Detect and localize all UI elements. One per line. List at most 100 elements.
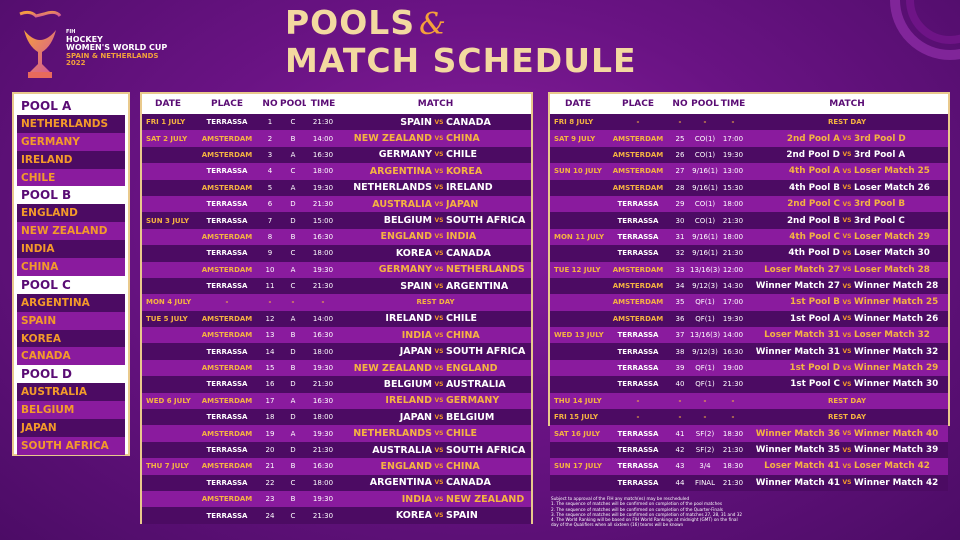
match-date: THU 7 JULY — [146, 462, 189, 471]
match-place: TERRASSA — [617, 364, 659, 373]
home-team: 4th Pool D — [788, 248, 840, 259]
home-team: ENGLAND — [380, 460, 432, 472]
match-time: 19:30 — [312, 364, 334, 373]
match-place: AMSTERDAM — [201, 265, 253, 274]
away-team: Loser Match 29 — [854, 231, 930, 242]
match-place: AMSTERDAM — [612, 282, 664, 291]
home-team: Loser Match 31 — [764, 330, 840, 341]
match-number: 44 — [675, 478, 685, 487]
match-pool: A — [290, 183, 296, 192]
vs-label: VS — [842, 364, 852, 372]
away-team: Winner Match 29 — [854, 363, 939, 374]
match-date: WED 13 JULY — [554, 331, 604, 340]
match-place: AMSTERDAM — [612, 183, 664, 192]
table-row: THU 7 JULY AMSTERDAM 21 B 16:30 ENGLAND VS CHIN… — [142, 458, 531, 475]
table-row: AMSTERDAM 26 CO(1) 19:30 2nd Pool D VS 3rd Poo… — [550, 146, 948, 164]
pool-team: ARGENTINA — [17, 293, 125, 312]
match-pool: 13/16(3) — [690, 331, 720, 340]
match-date: WED 6 JULY — [146, 396, 191, 405]
home-team: BELGIUM — [383, 378, 432, 390]
away-team: CANADA — [446, 116, 491, 128]
rest-day-label: REST DAY — [827, 396, 867, 405]
match-date: SUN 3 JULY — [146, 216, 190, 225]
pool-team: NETHERLANDS — [17, 114, 125, 133]
match-time: 21:30 — [722, 249, 744, 258]
home-team: ARGENTINA — [369, 165, 432, 177]
table-row: WED 13 JULY TERRASSA 37 13/16(3) 14:00 Loser … — [550, 327, 948, 344]
schedule-table-left: DATE PLACE NO POOL TIME MATCH FRI 1 JULY TERRAS… — [140, 92, 533, 524]
table-row: MON 4 JULY - - - - REST DAY — [142, 294, 531, 311]
match-pool: A — [290, 265, 296, 274]
vs-label: VS — [434, 249, 444, 257]
match-place: TERRASSA — [617, 249, 659, 258]
home-team: AUSTRALIA — [372, 198, 432, 210]
home-team: NETHERLANDS — [353, 428, 432, 440]
match-time: 18:00 — [722, 200, 744, 209]
match-place: TERRASSA — [206, 200, 248, 209]
table-header: DATE PLACE NO POOL TIME MATCH — [142, 94, 531, 114]
pool-heading: POOL D — [17, 365, 125, 384]
match-number: 20 — [265, 446, 275, 454]
match-pool: D — [290, 380, 296, 389]
match-date: TUE 12 JULY — [554, 265, 601, 274]
away-team: CHINA — [446, 460, 480, 472]
away-team: CHILE — [446, 149, 478, 161]
table-row: AMSTERDAM 10 A 19:30 GERMANY VS NETHERLANDS — [142, 261, 531, 278]
match-number: - — [678, 413, 682, 422]
match-number: 11 — [265, 282, 275, 291]
match-pool: - — [703, 396, 707, 405]
match-place: - — [225, 298, 229, 307]
pool-team: CHILE — [17, 168, 125, 187]
vs-label: VS — [842, 331, 852, 339]
match-pool: D — [290, 446, 296, 454]
away-team: SPAIN — [446, 510, 478, 522]
table-row: TUE 12 JULY AMSTERDAM 33 13/16(3) 12:00 Loser… — [550, 261, 948, 278]
match-place: AMSTERDAM — [201, 134, 253, 143]
match-place: AMSTERDAM — [612, 314, 664, 323]
table-row: TERRASSA 9 C 18:00 KOREA VS CANADA — [142, 245, 531, 262]
away-team: INDIA — [446, 231, 477, 243]
away-team: CANADA — [446, 247, 491, 259]
match-place: TERRASSA — [617, 331, 659, 340]
match-number: 21 — [265, 462, 275, 471]
vs-label: VS — [842, 249, 852, 257]
vs-label: VS — [842, 266, 852, 274]
match-number: 16 — [265, 380, 275, 389]
header-pool: POOL — [691, 99, 719, 109]
header-date: DATE — [564, 99, 592, 109]
match-time: 19:30 — [312, 429, 334, 438]
footnote-line: day of the Qualifiers when all sixteen (… — [551, 522, 684, 528]
match-number: 5 — [267, 183, 273, 192]
home-team: BELGIUM — [383, 215, 432, 227]
match-time: 18:00 — [722, 232, 744, 241]
match-number: 7 — [267, 216, 273, 225]
match-date: SUN 10 JULY — [554, 167, 602, 176]
footnote-line: 2. The sequence of matches will be confi… — [551, 506, 723, 512]
home-team: ARGENTINA — [369, 477, 432, 489]
vs-label: VS — [434, 462, 444, 470]
table-row: AMSTERDAM 19 A 19:30 NETHERLANDS VS CHILE — [142, 425, 531, 442]
away-team: IRELAND — [446, 182, 493, 194]
home-team: Winner Match 31 — [755, 346, 840, 357]
match-number: 26 — [675, 150, 685, 159]
pool-team: GERMANY — [17, 132, 125, 151]
match-pool: D — [290, 413, 296, 422]
table-row: AMSTERDAM 3 A 16:30 GERMANY VS CHILE — [142, 146, 531, 164]
table-row: TERRASSA 22 C 18:00 ARGENTINA VS CANADA — [142, 474, 531, 491]
away-team: CHILE — [446, 313, 478, 325]
match-number: 38 — [675, 347, 685, 356]
home-team: 1st Pool B — [790, 297, 840, 308]
match-time: 21:30 — [312, 118, 334, 127]
vs-label: VS — [842, 479, 852, 487]
match-date: FRI 8 JULY — [554, 118, 594, 127]
pool-team: CHINA — [17, 258, 125, 276]
vs-label: VS — [434, 266, 444, 274]
home-team: Loser Match 41 — [764, 461, 840, 472]
table-header: DATE PLACE NO POOL TIME MATCH — [550, 94, 948, 114]
match-number: - — [268, 298, 272, 307]
match-pool: CO(1) — [694, 134, 716, 143]
match-number: 40 — [675, 380, 685, 389]
away-team: Winner Match 32 — [854, 346, 939, 357]
vs-label: VS — [842, 151, 852, 159]
match-place: AMSTERDAM — [201, 331, 253, 340]
